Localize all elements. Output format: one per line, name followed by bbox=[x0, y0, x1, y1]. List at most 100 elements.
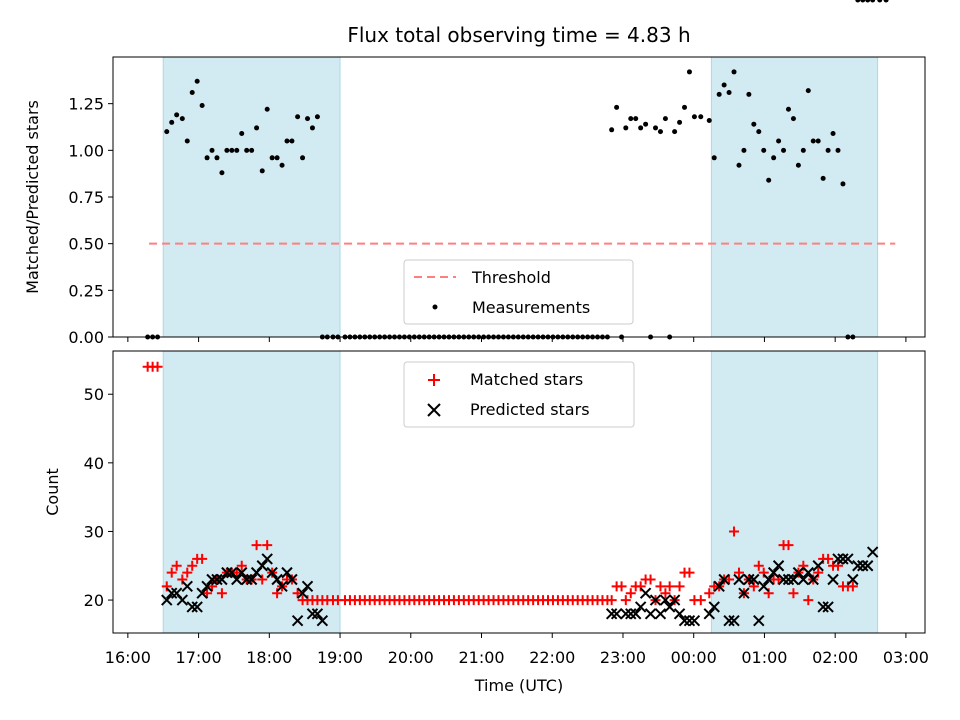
matched-star-marker bbox=[660, 588, 671, 599]
bottom-legend-box bbox=[403, 361, 635, 428]
predicted-star-marker bbox=[847, 573, 859, 586]
predicted-star-marker bbox=[649, 594, 662, 606]
predicted-star-marker bbox=[663, 601, 676, 613]
predicted-star-marker bbox=[688, 614, 701, 627]
measurement-point bbox=[820, 175, 826, 181]
predicted-star-marker bbox=[738, 587, 750, 599]
predicted-star-marker bbox=[866, 546, 879, 558]
predicted-star-marker bbox=[296, 587, 309, 599]
measurement-point bbox=[214, 155, 220, 161]
predicted-star-marker bbox=[668, 594, 681, 606]
measurement-point bbox=[289, 138, 295, 144]
matched-star-marker bbox=[635, 581, 646, 592]
measurement-point bbox=[883, 0, 889, 3]
matched-star-marker bbox=[803, 595, 814, 606]
x-tick-label: 19:00 bbox=[317, 648, 363, 667]
top-shaded-regions bbox=[162, 56, 879, 338]
legend-threshold-label: Threshold bbox=[471, 268, 551, 287]
predicted-star-marker bbox=[311, 608, 324, 620]
measurement-point bbox=[614, 104, 620, 110]
predicted-star-marker bbox=[181, 580, 193, 593]
predicted-star-marker bbox=[723, 614, 735, 627]
matched-star-marker bbox=[748, 581, 759, 592]
measurement-point bbox=[239, 131, 245, 137]
measurement-point bbox=[309, 125, 315, 131]
matched-star-marker bbox=[847, 581, 858, 592]
measurement-point bbox=[800, 147, 806, 153]
matched-star-marker bbox=[182, 567, 193, 578]
measurement-point bbox=[766, 177, 772, 183]
measurement-point bbox=[761, 147, 767, 153]
measurement-point bbox=[204, 155, 210, 161]
bottom-legend: Matched stars Predicted stars bbox=[403, 361, 635, 428]
measurement-point bbox=[686, 69, 692, 75]
predicted-star-marker bbox=[221, 566, 233, 579]
predicted-star-marker bbox=[842, 553, 854, 565]
predicted-star-marker bbox=[822, 601, 834, 613]
matched-star-marker bbox=[645, 574, 656, 585]
x-tick-label: 00:00 bbox=[671, 648, 717, 667]
measurement-point bbox=[179, 116, 185, 122]
predicted-star-marker bbox=[161, 594, 173, 606]
measurement-point bbox=[314, 114, 320, 120]
measurement-point bbox=[194, 78, 200, 84]
predicted-star-marker bbox=[827, 573, 839, 586]
predicted-star-marker bbox=[758, 580, 770, 593]
matched-star-marker bbox=[161, 581, 172, 592]
measurement-point bbox=[877, 0, 883, 3]
predicted-star-marker bbox=[683, 614, 696, 627]
measurement-point bbox=[219, 170, 225, 176]
measurement-point bbox=[295, 114, 301, 120]
y-tick-label: 0.00 bbox=[68, 328, 104, 347]
predicted-star-marker bbox=[191, 601, 203, 613]
measurement-point bbox=[274, 155, 280, 161]
matched-star-marker bbox=[823, 553, 834, 564]
measurement-point bbox=[279, 162, 285, 168]
matched-star-marker bbox=[251, 540, 262, 551]
y-tick-label: 1.25 bbox=[68, 95, 104, 114]
y-tick-label: 1.00 bbox=[68, 141, 104, 160]
measurement-point bbox=[244, 147, 250, 153]
predicted-star-marker bbox=[236, 566, 248, 579]
matched-stars-points bbox=[143, 362, 858, 606]
x-tick-label: 17:00 bbox=[176, 648, 222, 667]
predicted-star-marker bbox=[777, 573, 790, 586]
measurement-point bbox=[653, 125, 659, 131]
measurement-point bbox=[835, 147, 841, 153]
predicted-star-marker bbox=[733, 573, 745, 586]
measurement-point bbox=[741, 147, 747, 153]
predicted-star-marker bbox=[797, 573, 810, 586]
matched-star-marker bbox=[625, 588, 636, 599]
predicted-star-marker bbox=[245, 573, 258, 586]
measurement-point bbox=[855, 0, 861, 3]
predicted-star-marker bbox=[807, 573, 819, 586]
measurement-point bbox=[284, 138, 290, 144]
predicted-star-marker bbox=[703, 608, 715, 620]
measurement-point bbox=[706, 117, 712, 123]
predicted-star-marker bbox=[620, 608, 632, 620]
y-tick-label: 0.50 bbox=[68, 235, 104, 254]
predicted-star-marker bbox=[713, 580, 725, 593]
measurement-point bbox=[234, 147, 240, 153]
predicted-star-marker bbox=[301, 580, 314, 593]
predicted-star-marker bbox=[772, 560, 785, 572]
predicted-star-marker bbox=[792, 566, 805, 579]
measurement-point bbox=[174, 112, 180, 118]
measurement-point bbox=[756, 129, 762, 135]
matched-star-marker bbox=[272, 588, 283, 599]
predicted-star-marker bbox=[256, 560, 268, 572]
measurement-point bbox=[259, 168, 265, 174]
matched-star-marker bbox=[733, 567, 744, 578]
predicted-star-marker bbox=[176, 594, 189, 606]
predicted-star-marker bbox=[753, 614, 765, 627]
matched-star-marker bbox=[202, 588, 213, 599]
predicted-star-marker bbox=[316, 614, 329, 627]
measurement-point bbox=[781, 147, 787, 153]
x-tick-label: 20:00 bbox=[388, 648, 434, 667]
matched-star-marker bbox=[187, 560, 198, 571]
measurement-point bbox=[249, 147, 255, 153]
matched-star-marker bbox=[620, 595, 631, 606]
measurement-point bbox=[672, 129, 678, 135]
measurement-point bbox=[224, 147, 230, 153]
top-y-ticks: 0.00 0.25 0.50 0.75 1.00 1.25 bbox=[68, 95, 113, 347]
